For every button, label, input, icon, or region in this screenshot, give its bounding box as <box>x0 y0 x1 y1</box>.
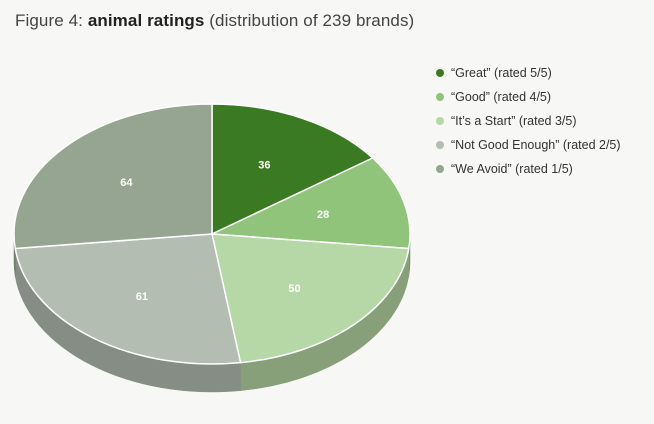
legend-label-4: “We Avoid” (rated 1/5) <box>451 162 573 176</box>
pie-slice-0[interactable] <box>211 103 374 235</box>
data-label-2: 50 <box>288 283 300 295</box>
pie-tops <box>13 103 411 365</box>
legend-item-3[interactable]: “Not Good Enough” (rated 2/5) <box>436 133 621 157</box>
data-label-3: 61 <box>136 291 148 303</box>
pie-slice-1[interactable] <box>211 157 411 250</box>
legend-label-3: “Not Good Enough” (rated 2/5) <box>451 138 621 152</box>
legend-swatch-0 <box>436 69 444 77</box>
legend-item-4[interactable]: “We Avoid” (rated 1/5) <box>436 157 621 181</box>
pie-slice-3[interactable] <box>14 233 242 365</box>
legend-swatch-2 <box>436 117 444 125</box>
legend-item-1[interactable]: “Good” (rated 4/5) <box>436 85 621 109</box>
chart-title: Figure 4: animal ratings (distribution o… <box>15 11 414 31</box>
legend-label-1: “Good” (rated 4/5) <box>451 90 552 104</box>
data-label-1: 28 <box>317 209 329 221</box>
legend-swatch-1 <box>436 93 444 101</box>
legend-item-0[interactable]: “Great” (rated 5/5) <box>436 61 621 85</box>
legend-label-2: “It’s a Start” (rated 3/5) <box>451 114 577 128</box>
legend-label-0: “Great” (rated 5/5) <box>451 66 552 80</box>
legend-swatch-3 <box>436 141 444 149</box>
pie-slice-2[interactable] <box>211 233 410 364</box>
data-label-0: 36 <box>258 160 270 172</box>
data-label-4: 64 <box>120 177 133 189</box>
title-bold: animal ratings <box>87 11 205 30</box>
title-suffix: (distribution of 239 brands) <box>204 11 415 30</box>
pie-slice-4[interactable] <box>13 103 213 250</box>
title-prefix: Figure 4: <box>15 11 88 30</box>
pie-labels: 36 28 50 61 64 <box>120 160 329 303</box>
legend-swatch-4 <box>436 165 444 173</box>
chart-legend: “Great” (rated 5/5) “Good” (rated 4/5) “It… <box>436 61 621 181</box>
legend-item-2[interactable]: “It’s a Start” (rated 3/5) <box>436 109 621 133</box>
pie-sides <box>13 233 411 393</box>
